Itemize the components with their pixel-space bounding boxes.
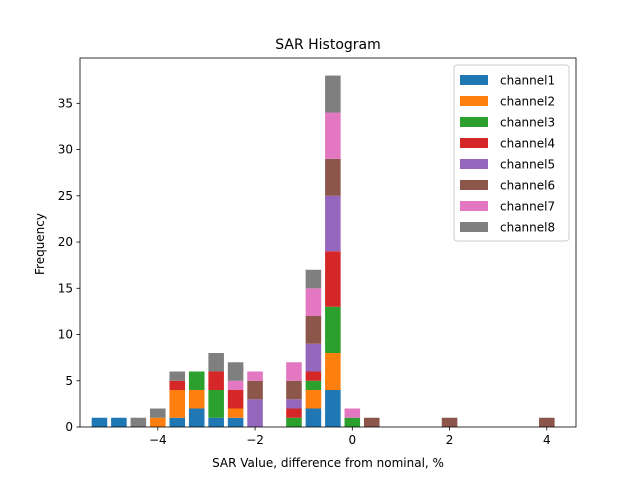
x-tick-label: −4 bbox=[149, 433, 167, 447]
bar-channel6-11 bbox=[305, 316, 322, 344]
legend-label-channel7: channel7 bbox=[500, 200, 555, 214]
bar-channel6-8 bbox=[247, 380, 263, 400]
bar-channel7-11 bbox=[305, 288, 322, 317]
y-tick-label: 5 bbox=[65, 374, 73, 388]
bar-channel8-3 bbox=[150, 408, 166, 418]
legend-swatch-channel7 bbox=[460, 201, 488, 211]
bar-channel4-4 bbox=[169, 380, 186, 391]
bar-channel2-11 bbox=[305, 390, 322, 409]
x-tick-label: 0 bbox=[348, 433, 356, 447]
y-tick-label: 30 bbox=[58, 143, 73, 157]
bar-channel3-11 bbox=[305, 380, 322, 391]
bar-channel1-7 bbox=[227, 417, 244, 427]
bar-channel5-11 bbox=[305, 343, 322, 372]
bar-channel6-15 bbox=[441, 417, 458, 427]
y-axis-label: Frequency bbox=[33, 213, 47, 275]
bar-channel1-12 bbox=[325, 390, 341, 427]
bar-channel2-5 bbox=[188, 390, 205, 409]
bar-channel7-10 bbox=[286, 362, 302, 381]
bar-channel8-4 bbox=[169, 371, 186, 381]
bar-channel8-2 bbox=[130, 417, 147, 427]
bar-channel1-1 bbox=[111, 417, 127, 427]
legend-box bbox=[453, 64, 570, 242]
bar-channel7-8 bbox=[247, 371, 263, 381]
x-tick-label: −2 bbox=[246, 433, 264, 447]
legend-swatch-channel6 bbox=[460, 180, 488, 190]
bar-channel2-3 bbox=[150, 417, 166, 427]
legend-label-channel1: channel1 bbox=[500, 74, 555, 88]
y-tick-label: 25 bbox=[58, 189, 73, 203]
plot-frame bbox=[79, 57, 577, 428]
bar-channel7-7 bbox=[227, 380, 244, 391]
y-tick-label: 15 bbox=[58, 281, 73, 295]
bar-channel7-13 bbox=[344, 408, 361, 418]
bar-channel1-0 bbox=[91, 417, 108, 427]
bar-channel8-12 bbox=[325, 75, 341, 113]
bar-channel4-10 bbox=[286, 408, 302, 418]
bar-channel6-16 bbox=[539, 417, 555, 427]
legend-label-channel5: channel5 bbox=[500, 158, 555, 172]
legend-label-channel3: channel3 bbox=[500, 116, 555, 130]
legend-label-channel4: channel4 bbox=[500, 137, 555, 151]
chart-title: SAR Histogram bbox=[275, 37, 381, 53]
x-tick-label: 2 bbox=[446, 433, 454, 447]
legend-swatch-channel2 bbox=[460, 96, 488, 106]
bar-channel8-7 bbox=[227, 362, 244, 381]
bar-channel1-6 bbox=[208, 417, 224, 427]
legend-label-channel2: channel2 bbox=[500, 95, 555, 109]
legend-swatch-channel5 bbox=[460, 159, 488, 169]
bar-channel2-4 bbox=[169, 390, 186, 418]
legend-label-channel8: channel8 bbox=[500, 221, 555, 235]
bar-channel6-10 bbox=[286, 380, 302, 400]
ticks-group: −4 −2 0 2 4 0 5 10 15 20 25 30 35 bbox=[58, 96, 551, 447]
legend-label-channel6: channel6 bbox=[500, 179, 555, 193]
legend-swatch-channel1 bbox=[460, 75, 488, 85]
x-tick-label: 4 bbox=[543, 433, 551, 447]
x-axis-label: SAR Value, difference from nominal, % bbox=[212, 456, 444, 470]
bar-channel4-11 bbox=[305, 371, 322, 381]
y-tick-label: 0 bbox=[65, 420, 73, 434]
bar-channel7-12 bbox=[325, 112, 341, 159]
bar-channel3-10 bbox=[286, 417, 302, 427]
bar-channel1-5 bbox=[188, 408, 205, 427]
bar-channel8-6 bbox=[208, 353, 224, 372]
legend-swatch-channel4 bbox=[460, 138, 488, 148]
bar-channel4-12 bbox=[325, 251, 341, 307]
bar-channel5-8 bbox=[247, 399, 263, 427]
y-tick-label: 10 bbox=[58, 328, 73, 342]
bar-channel3-6 bbox=[208, 390, 224, 418]
bar-channel2-7 bbox=[227, 408, 244, 418]
legend-swatch-channel3 bbox=[460, 117, 488, 127]
bar-channel3-13 bbox=[344, 417, 361, 427]
bars-group bbox=[91, 75, 555, 427]
bar-channel1-11 bbox=[305, 408, 322, 427]
y-tick-label: 35 bbox=[58, 96, 73, 110]
bar-channel2-12 bbox=[325, 353, 341, 391]
bar-channel3-12 bbox=[325, 306, 341, 354]
bar-channel8-11 bbox=[305, 269, 322, 289]
y-tick-label: 20 bbox=[58, 235, 73, 249]
bar-channel4-7 bbox=[227, 390, 244, 409]
bar-channel1-4 bbox=[169, 417, 186, 427]
axes-group bbox=[79, 57, 577, 428]
bar-channel4-6 bbox=[208, 371, 224, 391]
bar-channel5-10 bbox=[286, 399, 302, 409]
legend: channel1 channel2 channel3 channel4 channel5… bbox=[453, 64, 570, 242]
bar-channel3-5 bbox=[188, 371, 205, 391]
bar-channel6-12 bbox=[325, 158, 341, 196]
bar-channel5-12 bbox=[325, 195, 341, 252]
legend-swatch-channel8 bbox=[460, 222, 488, 232]
bar-channel6-14 bbox=[363, 417, 380, 427]
